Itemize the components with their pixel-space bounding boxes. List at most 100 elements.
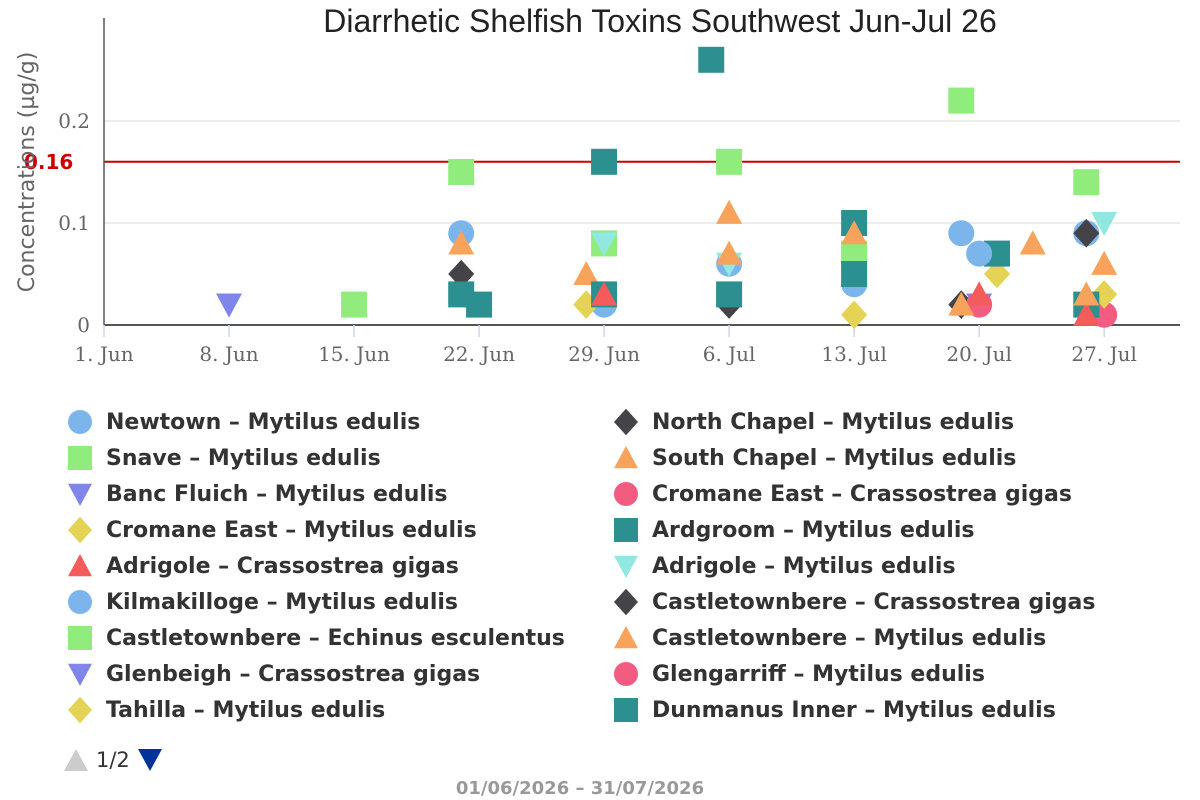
pager-down-arrow-icon[interactable]	[136, 746, 164, 774]
triangle-down-marker-icon	[614, 555, 638, 578]
legend-marker	[614, 518, 638, 542]
data-point[interactable]	[1073, 218, 1100, 248]
data-point[interactable]	[698, 46, 725, 73]
y-tick-label: 0.1	[58, 211, 90, 235]
data-point[interactable]	[591, 281, 618, 306]
data-point[interactable]	[1073, 281, 1100, 306]
data-point[interactable]	[984, 259, 1010, 289]
x-tick-label: 20. Jul	[946, 342, 1011, 366]
data-point[interactable]	[948, 87, 975, 114]
x-tick-label: 22. Jun	[443, 342, 515, 366]
square-marker-icon	[614, 698, 638, 722]
data-point[interactable]	[948, 291, 975, 316]
data-point[interactable]	[591, 148, 618, 175]
data-point[interactable]	[573, 290, 600, 319]
data-point[interactable]	[573, 261, 600, 286]
data-point[interactable]	[716, 199, 743, 224]
legend-label: Ardgroom – Mytilus edulis	[652, 517, 975, 543]
legend-label: Glengarriff – Mytilus edulis	[652, 661, 985, 687]
legend-label: Tahilla – Mytilus edulis	[106, 697, 386, 723]
legend-item[interactable]: Cromane East – Crassostrea gigas	[610, 476, 1170, 512]
legend-marker	[614, 588, 638, 616]
legend-item[interactable]: South Chapel – Mytilus edulis	[610, 440, 1170, 476]
date-range-caption: 01/06/2026 – 31/07/2026	[455, 778, 705, 799]
legend-item[interactable]: Glenbeigh – Crassostrea gigas	[64, 656, 610, 692]
legend-item[interactable]: Newtown – Mytilus edulis	[64, 404, 610, 440]
x-tick-label: 15. Jun	[318, 342, 390, 366]
data-points	[216, 46, 1118, 330]
data-point[interactable]	[841, 300, 868, 330]
legend-item[interactable]: Snave – Mytilus edulis	[64, 440, 610, 476]
chart-area: 0 0.1 0.2 1. Jun 8. Jun 15. Jun 22. Jun 29. Jun…	[15, 3, 1180, 366]
legend-item[interactable]: Castletownbere – Mytilus edulis	[610, 620, 1170, 656]
legend-item[interactable]: Banc Fluich – Mytilus edulis	[64, 476, 610, 512]
legend-label: Snave – Mytilus edulis	[106, 445, 381, 471]
legend-item[interactable]: Adrigole – Mytilus edulis	[610, 548, 1170, 584]
data-point[interactable]	[466, 291, 493, 318]
legend: Newtown – Mytilus edulis North Chapel – M…	[64, 404, 1184, 728]
legend-label: Adrigole – Crassostrea gigas	[106, 553, 459, 579]
legend-label: Dunmanus Inner – Mytilus edulis	[652, 697, 1056, 723]
triangle-marker-icon	[614, 626, 638, 649]
square-marker-icon	[614, 518, 638, 542]
data-point[interactable]	[591, 232, 618, 257]
legend-item[interactable]: Cromane East – Mytilus edulis	[64, 512, 610, 548]
legend-label: Adrigole – Mytilus edulis	[652, 553, 956, 579]
legend-marker	[614, 482, 638, 506]
legend-marker	[68, 626, 92, 650]
legend-item[interactable]: Adrigole – Crassostrea gigas	[64, 548, 610, 584]
legend-marker	[68, 590, 92, 614]
legend-marker	[68, 483, 92, 506]
data-point[interactable]	[1073, 301, 1100, 326]
square-marker-icon	[68, 446, 92, 470]
x-tick-label: 27. Jul	[1071, 342, 1136, 366]
data-point[interactable]	[1091, 211, 1118, 236]
data-point[interactable]	[448, 230, 475, 255]
down-triangle-icon	[137, 749, 162, 771]
legend-item[interactable]: Tahilla – Mytilus edulis	[64, 692, 610, 728]
x-tick-label: 8. Jun	[199, 342, 258, 366]
triangle-down-marker-icon	[68, 663, 92, 686]
pager-page-text: 1/2	[96, 748, 130, 772]
legend-item[interactable]: Dunmanus Inner – Mytilus edulis	[610, 692, 1170, 728]
legend-item[interactable]: North Chapel – Mytilus edulis	[610, 404, 1170, 440]
legend-pager: 1/2	[62, 746, 164, 774]
pager-up-arrow-icon[interactable]	[62, 746, 90, 774]
data-point[interactable]	[216, 293, 243, 318]
axes: 0 0.1 0.2 1. Jun 8. Jun 15. Jun 22. Jun 29. Jun…	[58, 18, 1180, 366]
data-point[interactable]	[1019, 230, 1046, 255]
legend-marker	[614, 408, 638, 436]
up-triangle-icon	[64, 749, 88, 771]
triangle-marker-icon	[68, 554, 92, 577]
legend-item[interactable]: Ardgroom – Mytilus edulis	[610, 512, 1170, 548]
legend-item[interactable]: Castletownbere – Echinus esculentus	[64, 620, 610, 656]
legend-item[interactable]: Glengarriff – Mytilus edulis	[610, 656, 1170, 692]
circle-marker-icon	[614, 482, 638, 506]
data-point[interactable]	[841, 261, 868, 287]
legend-label: North Chapel – Mytilus edulis	[652, 409, 1015, 435]
legend-marker	[68, 410, 92, 434]
data-point[interactable]	[341, 291, 368, 318]
data-point[interactable]	[841, 220, 868, 245]
data-point[interactable]	[448, 259, 475, 289]
legend-label: Newtown – Mytilus edulis	[106, 409, 421, 435]
data-point[interactable]	[716, 281, 743, 308]
legend-marker	[614, 555, 638, 578]
triangle-marker-icon	[614, 446, 638, 469]
legend-marker	[614, 662, 638, 686]
data-point[interactable]	[1091, 280, 1118, 309]
data-point[interactable]	[716, 148, 743, 175]
data-point[interactable]	[448, 159, 475, 185]
legend-marker	[68, 516, 92, 544]
data-point[interactable]	[966, 281, 993, 306]
legend-marker	[68, 554, 92, 577]
data-point[interactable]	[1073, 169, 1100, 196]
data-point[interactable]	[716, 240, 743, 265]
legend-marker	[68, 696, 92, 724]
legend-item[interactable]: Kilmakilloge – Mytilus edulis	[64, 584, 610, 620]
data-point[interactable]	[966, 240, 993, 267]
data-point[interactable]	[948, 220, 975, 247]
data-point[interactable]	[1091, 250, 1118, 275]
legend-item[interactable]: Castletownbere – Crassostrea gigas	[610, 584, 1170, 620]
circle-marker-icon	[68, 410, 92, 434]
